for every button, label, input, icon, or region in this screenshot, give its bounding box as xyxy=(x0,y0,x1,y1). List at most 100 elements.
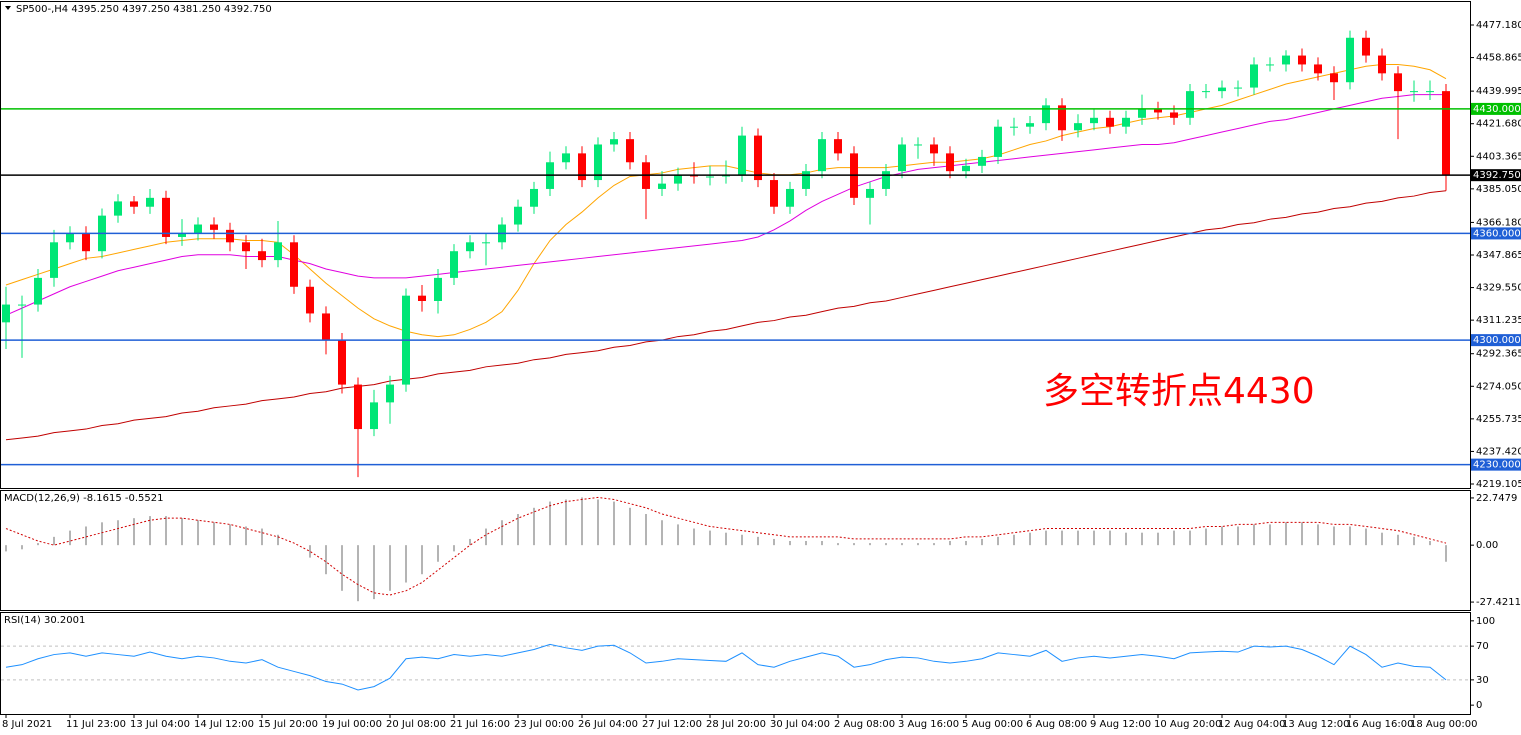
y-tick-label: 0.00 xyxy=(1476,540,1498,551)
macd-bar xyxy=(1189,530,1191,546)
macd-bar xyxy=(21,545,23,550)
macd-bar xyxy=(629,507,631,546)
candle-body xyxy=(1362,37,1370,56)
macd-header: MACD(12,26,9) -8.1615 -0.5521 xyxy=(4,493,164,504)
rsi-line xyxy=(5,643,1447,691)
macd-bar xyxy=(981,538,983,546)
candle-body xyxy=(882,171,890,189)
candle-body xyxy=(898,144,906,172)
level-label: 4300.000 xyxy=(1473,335,1521,346)
macd-bar xyxy=(901,543,903,546)
macd-panel xyxy=(0,490,1471,611)
candle-body xyxy=(226,229,234,243)
macd-bar xyxy=(965,541,967,546)
x-tick-label: 28 Jul 20:00 xyxy=(706,719,766,730)
symbol-menu-icon[interactable] xyxy=(5,6,11,10)
candle-body xyxy=(930,144,938,154)
candle-body xyxy=(114,201,122,216)
candle-body xyxy=(530,188,538,207)
y-tick-label: 4366.180 xyxy=(1476,217,1521,228)
candle-body xyxy=(338,340,346,385)
macd-bar xyxy=(1221,526,1223,546)
macd-bar xyxy=(373,545,375,600)
macd-bar xyxy=(501,520,503,546)
macd-bar xyxy=(581,497,583,546)
macd-bar xyxy=(357,545,359,602)
level-label: 4430.000 xyxy=(1473,104,1521,115)
y-tick-label: 4255.735 xyxy=(1476,414,1521,425)
macd-bar xyxy=(533,507,535,546)
candle-body xyxy=(706,176,714,178)
candle-body xyxy=(1154,108,1162,113)
candle-body xyxy=(610,139,618,145)
main-panel xyxy=(0,1,1471,489)
macd-bar xyxy=(917,543,919,546)
macd-bar xyxy=(1413,536,1415,546)
macd-bar xyxy=(213,522,215,546)
macd-bar xyxy=(1029,532,1031,546)
candle-body xyxy=(1058,105,1066,131)
y-tick-label: 4274.050 xyxy=(1476,381,1521,392)
macd-bar xyxy=(725,532,727,546)
candle-body xyxy=(274,242,282,261)
macd-bar xyxy=(325,545,327,575)
y-tick-label: 4219.105 xyxy=(1476,479,1521,490)
candle-body xyxy=(962,165,970,172)
macd-bar xyxy=(101,522,103,546)
level-label-bg xyxy=(1471,169,1521,182)
y-tick-label: 4237.420 xyxy=(1476,446,1521,457)
macd-bar xyxy=(453,545,455,552)
level-label-bg xyxy=(1471,458,1521,471)
y-tick-label: 30 xyxy=(1476,675,1489,686)
macd-bar xyxy=(853,543,855,546)
macd-bar xyxy=(997,536,999,546)
candle-body xyxy=(354,384,362,430)
macd-bar xyxy=(1397,534,1399,546)
x-tick-label: 3 Aug 16:00 xyxy=(898,719,959,730)
x-tick-label: 26 Jul 04:00 xyxy=(578,719,638,730)
macd-bar xyxy=(389,545,391,591)
macd-bar xyxy=(1013,534,1015,546)
candle-body xyxy=(1410,91,1418,93)
macd-bar xyxy=(261,528,263,546)
x-tick-label: 9 Aug 12:00 xyxy=(1090,719,1151,730)
x-tick-label: 19 Jul 00:00 xyxy=(322,719,382,730)
moving-average xyxy=(5,94,1446,316)
macd-bar xyxy=(181,518,183,546)
macd-bar xyxy=(1285,522,1287,546)
y-tick-label: 4421.680 xyxy=(1476,119,1521,130)
candle-body xyxy=(1394,73,1402,92)
candle-body xyxy=(770,180,778,207)
macd-bar xyxy=(549,501,551,546)
moving-average xyxy=(5,190,1447,441)
moving-average xyxy=(5,63,1447,338)
candle-body xyxy=(754,135,762,181)
macd-bar xyxy=(1349,526,1351,546)
x-tick-label: 27 Jul 12:00 xyxy=(642,719,702,730)
macd-bar xyxy=(661,520,663,546)
candle-body xyxy=(802,171,810,189)
candle-body xyxy=(1314,64,1322,74)
x-tick-label: 21 Jul 16:00 xyxy=(450,719,510,730)
macd-bar xyxy=(1381,532,1383,546)
candle-body xyxy=(834,139,842,154)
macd-bar xyxy=(1317,524,1319,546)
macd-bar xyxy=(789,541,791,546)
candle-body xyxy=(34,277,42,305)
macd-bar xyxy=(1045,530,1047,546)
candle-body xyxy=(210,224,218,230)
candle-body xyxy=(578,153,586,181)
candle-body xyxy=(1010,126,1018,128)
candle-body xyxy=(66,233,74,243)
macd-bar xyxy=(277,534,279,546)
macd-bar xyxy=(757,536,759,546)
level-label: 4392.750 xyxy=(1473,170,1521,181)
macd-bar xyxy=(1125,532,1127,546)
macd-bar xyxy=(437,545,439,562)
candle-body xyxy=(1282,55,1290,65)
y-tick-label: 100 xyxy=(1476,616,1495,627)
candle-body xyxy=(18,304,26,306)
x-tick-label: 8 Jul 2021 xyxy=(2,719,52,730)
macd-bar xyxy=(933,543,935,546)
macd-bar xyxy=(1141,532,1143,546)
